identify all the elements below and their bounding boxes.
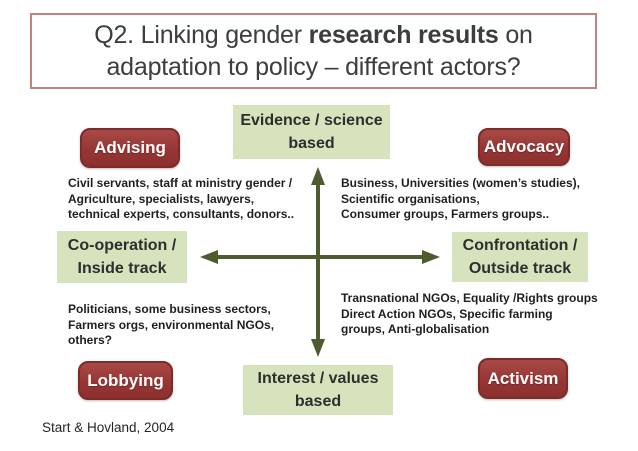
axis-label-interest-values: Interest / values based xyxy=(243,365,393,415)
left-arrowhead-icon xyxy=(200,250,218,264)
slide-title-box: Q2. Linking gender research results on a… xyxy=(30,13,597,89)
axis-label-line: Confrontation / xyxy=(462,237,578,254)
actor-box-lobbying: Lobbying xyxy=(78,361,173,400)
description-advocacy-quadrant: Business, Universities (women’s studies)… xyxy=(341,176,580,223)
description-advising-quadrant: Civil servants, staff at ministry gender… xyxy=(68,176,294,223)
description-line: others? xyxy=(68,333,113,347)
axis-label-cooperation-inside: Co-operation / Inside track xyxy=(57,231,187,283)
down-arrowhead-icon xyxy=(311,339,325,357)
title-text-post: on xyxy=(498,21,533,49)
description-line: groups, Anti-globalisation xyxy=(341,322,490,336)
description-line: Business, Universities (women’s studies)… xyxy=(341,176,580,190)
description-line: Agriculture, specialists, lawyers, xyxy=(68,191,255,206)
actor-box-advising: Advising xyxy=(80,128,180,168)
axis-label-evidence-science: Evidence / science based xyxy=(233,105,390,159)
description-line: Consumer groups, Farmers groups.. xyxy=(341,207,550,221)
actor-box-activism: Activism xyxy=(478,358,568,399)
slide-title-line-2: adaptation to policy – different actors? xyxy=(106,53,521,81)
axis-label-confrontation-outside: Confrontation / Outside track xyxy=(452,232,588,282)
axis-label-line: based xyxy=(288,135,335,152)
description-lobbying-quadrant: Politicians, some business sectors, Farm… xyxy=(68,302,274,349)
axis-label-line: Co-operation / xyxy=(67,237,177,254)
axis-label-line: Outside track xyxy=(468,260,572,277)
slide-title-line-1: Q2. Linking gender research results on xyxy=(94,19,533,51)
title-text-bold: research results xyxy=(308,21,499,49)
right-arrowhead-icon xyxy=(422,250,440,264)
up-arrowhead-icon xyxy=(311,167,325,185)
axis-label-line: Evidence / science xyxy=(240,112,383,129)
actor-box-advocacy: Advocacy xyxy=(478,128,570,166)
description-line: Farmers orgs, environmental NGOs, xyxy=(68,317,275,332)
description-line: technical experts, consultants, donors.. xyxy=(68,207,295,221)
description-line: Civil servants, staff at ministry gender… xyxy=(68,176,293,190)
axis-label-line: Interest / values xyxy=(257,370,379,387)
description-line: Politicians, some business sectors, xyxy=(68,302,271,316)
description-activism-quadrant: Transnational NGOs, Equality /Rights gro… xyxy=(341,291,598,338)
description-line: Transnational NGOs, Equality /Rights gro… xyxy=(341,291,598,305)
description-line: Scientific organisations, xyxy=(341,191,480,206)
source-citation: Start & Hovland, 2004 xyxy=(42,420,175,435)
description-line: Direct Action NGOs, Specific farming xyxy=(341,306,553,321)
axis-label-line: Inside track xyxy=(77,260,167,277)
title-text-pre: Q2. Linking gender xyxy=(94,21,309,49)
axis-label-line: based xyxy=(294,393,342,410)
